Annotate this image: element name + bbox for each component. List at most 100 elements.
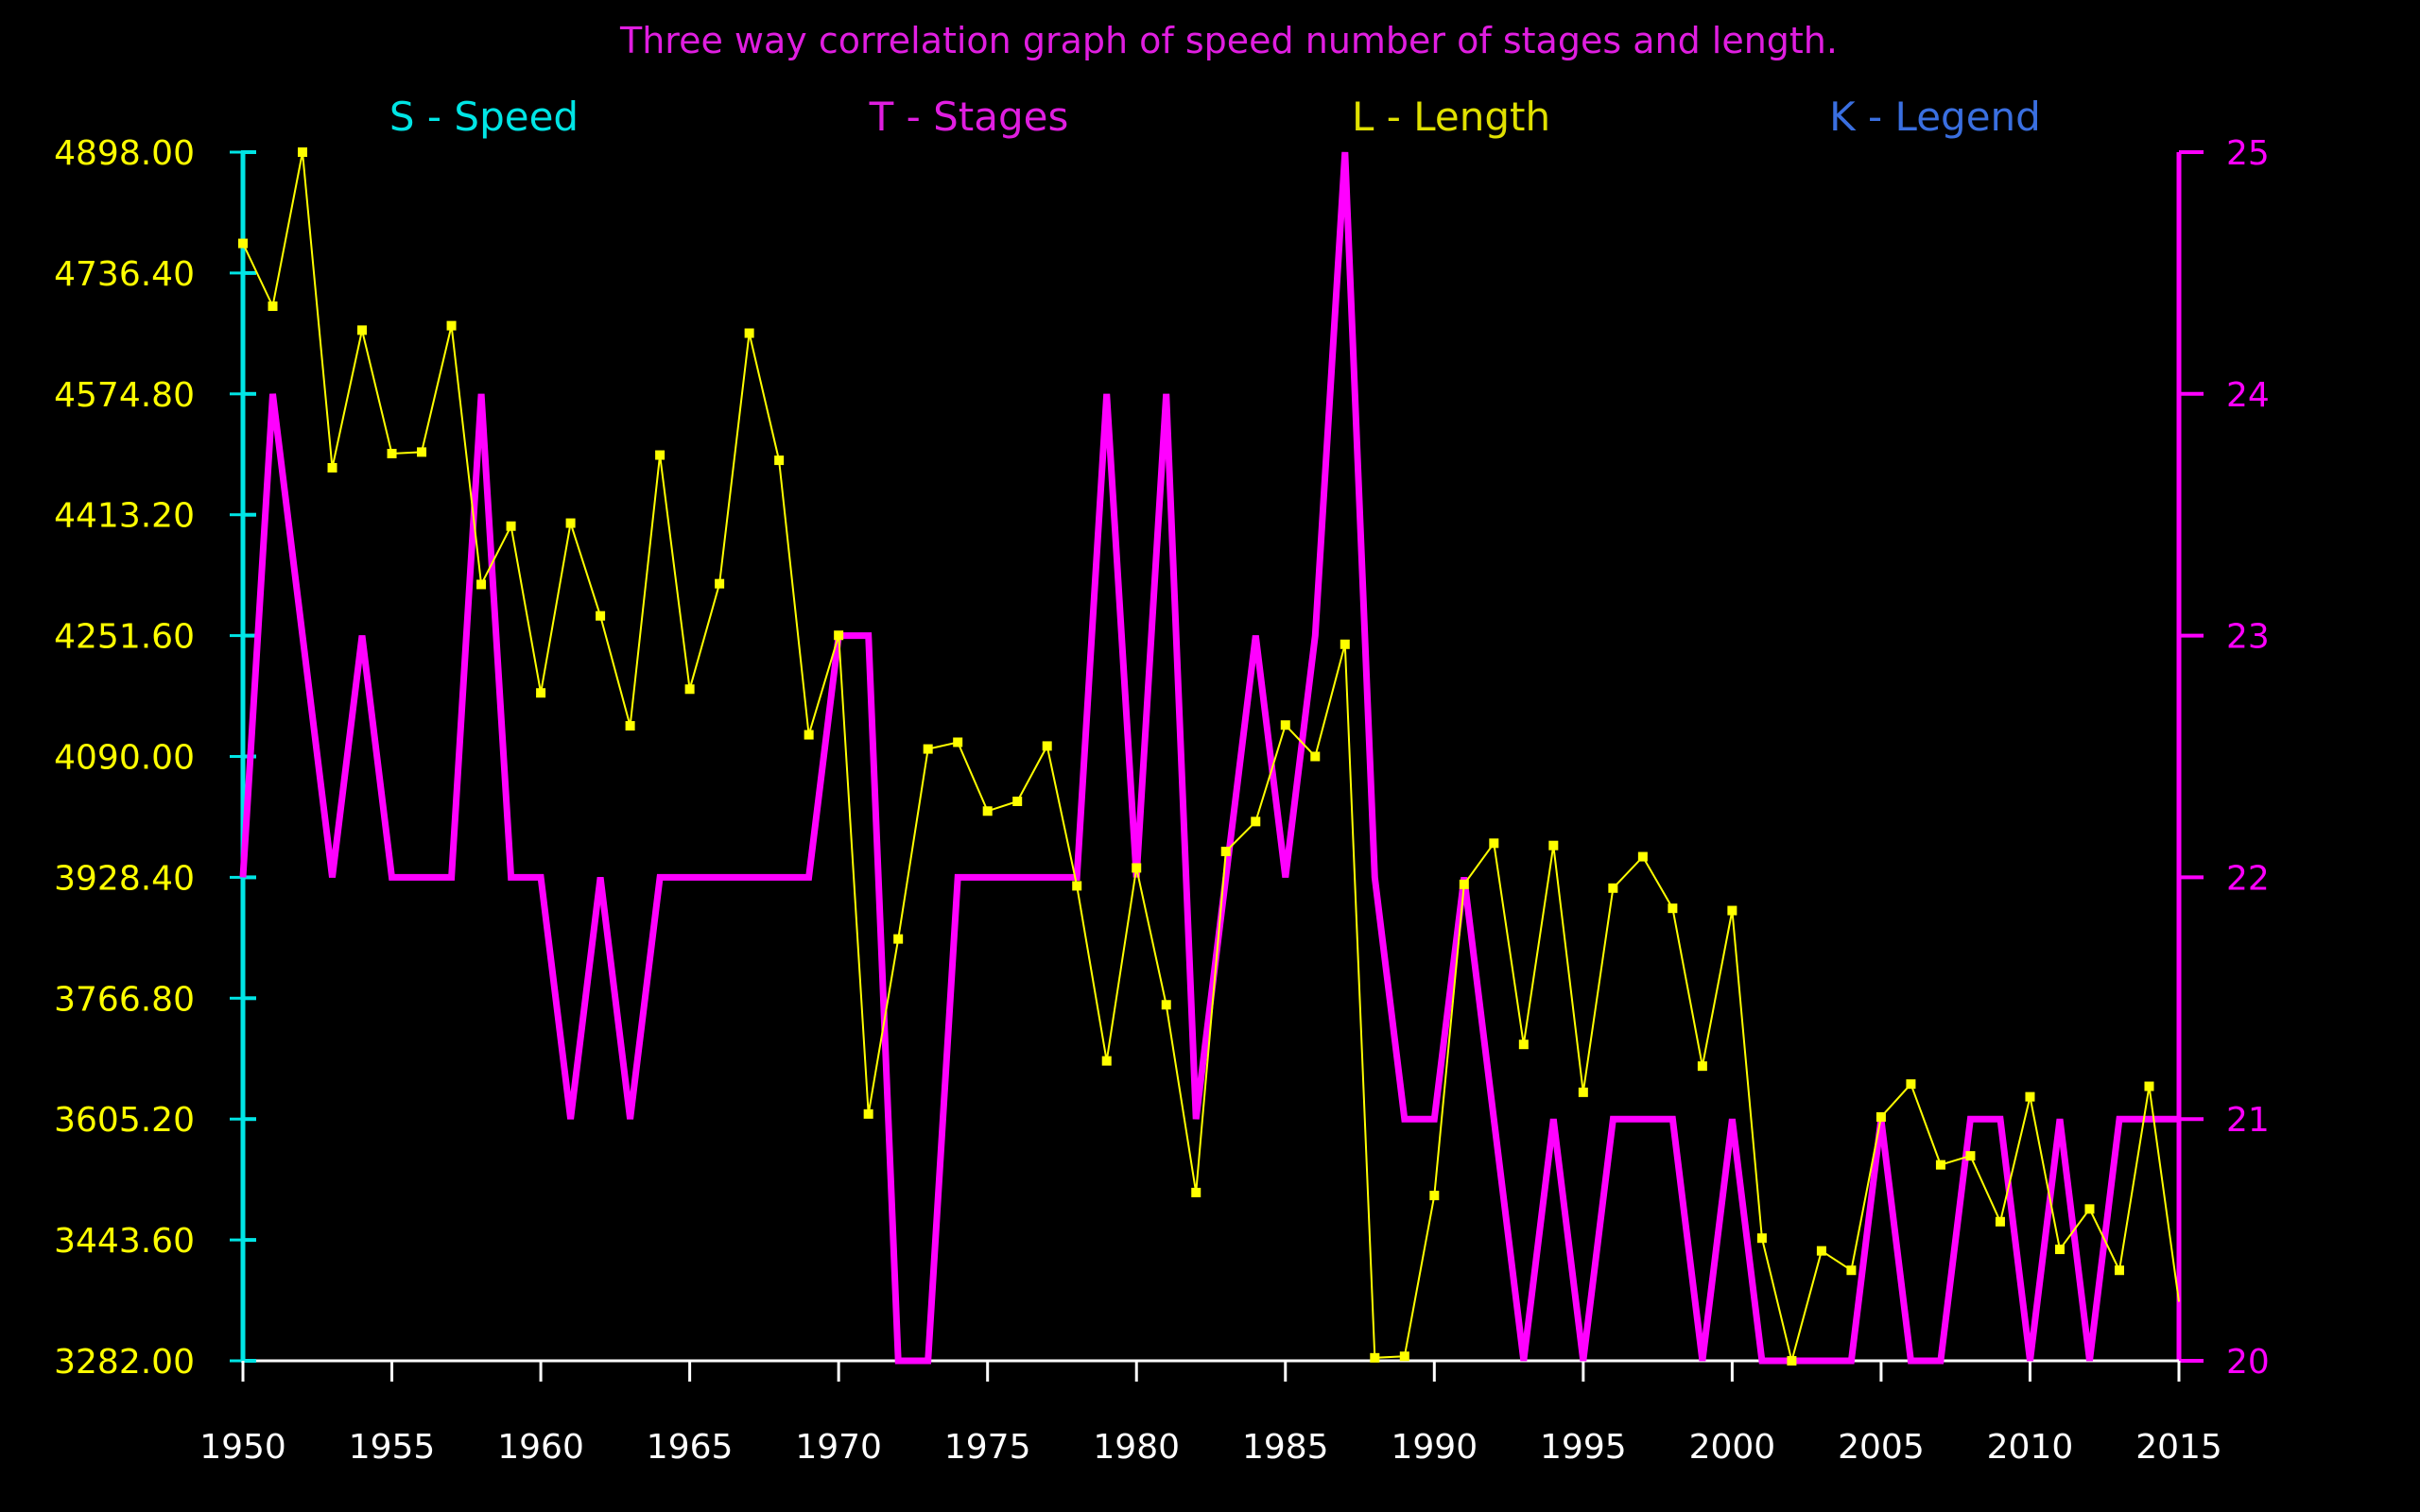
- y-left-tick-label: 3282.00: [54, 1343, 195, 1382]
- data-point-length: [1251, 816, 1261, 827]
- y-right-tick-label: 24: [2226, 376, 2270, 415]
- data-point-length: [774, 455, 785, 466]
- chart-title: Three way correlation graph of speed num…: [619, 20, 1838, 61]
- data-point-length: [1608, 883, 1618, 893]
- x-tick-label: 1950: [199, 1428, 286, 1467]
- data-point-length: [1489, 838, 1499, 849]
- data-point-length: [1668, 903, 1678, 914]
- data-point-length: [2144, 1081, 2154, 1091]
- x-tick-label: 1955: [349, 1428, 436, 1467]
- data-point-length: [1995, 1216, 2005, 1227]
- data-point-length: [1042, 741, 1052, 751]
- y-left-tick-label: 4413.20: [54, 497, 195, 536]
- x-tick-label: 1965: [647, 1428, 734, 1467]
- x-tick-label: 1995: [1540, 1428, 1627, 1467]
- legend-keys: S - Speed T - Stages L - Length K - Legend: [389, 94, 2041, 140]
- data-point-length: [476, 579, 487, 590]
- data-point-length: [357, 325, 368, 335]
- y-right-tick-label: 25: [2226, 134, 2270, 173]
- data-point-length: [536, 688, 546, 698]
- data-point-length: [2084, 1204, 2095, 1214]
- data-point-length: [625, 721, 635, 731]
- data-point-length: [506, 521, 516, 531]
- data-point-length: [1280, 720, 1290, 730]
- y-right-tick-label: 20: [2226, 1343, 2270, 1382]
- data-point-length: [1816, 1246, 1826, 1256]
- data-point-length: [1846, 1265, 1857, 1276]
- data-point-length: [1697, 1061, 1707, 1072]
- x-tick-label: 1975: [944, 1428, 1031, 1467]
- data-point-length: [327, 462, 337, 472]
- data-point-length: [1310, 751, 1321, 762]
- legend-key: L - Length: [1352, 94, 1550, 140]
- y-left-tick-label: 3766.80: [54, 980, 195, 1019]
- data-point-length: [1548, 840, 1559, 850]
- x-tick-label: 2005: [1838, 1428, 1925, 1467]
- legend-key: S - Speed: [389, 94, 579, 140]
- data-point-length: [1191, 1187, 1201, 1197]
- data-point-length: [953, 737, 963, 747]
- data-point-length: [387, 448, 397, 458]
- data-point-length: [804, 730, 814, 740]
- data-point-length: [1578, 1087, 1588, 1097]
- x-tick-label: 1990: [1391, 1428, 1478, 1467]
- data-point-length: [446, 320, 457, 331]
- x-tick-label: 1960: [497, 1428, 584, 1467]
- data-point-length: [715, 578, 725, 589]
- data-point-length: [1072, 881, 1082, 891]
- data-point-length: [1965, 1151, 1976, 1161]
- data-point-length: [1399, 1351, 1409, 1362]
- data-point-length: [1101, 1056, 1112, 1066]
- data-point-length: [1637, 851, 1648, 862]
- y-left-tick-label: 4251.60: [54, 618, 195, 657]
- y-left-tick-label: 3605.20: [54, 1101, 195, 1140]
- data-point-length: [1935, 1160, 1945, 1170]
- data-point-length: [1220, 847, 1231, 857]
- data-point-length: [1756, 1233, 1767, 1244]
- y-left-tick-label: 4736.40: [54, 255, 195, 294]
- data-point-length: [1906, 1079, 1916, 1090]
- series-line-stages: [239, 151, 2179, 1365]
- data-point-length: [684, 684, 695, 695]
- data-point-length: [2025, 1091, 2035, 1102]
- plot-area: [238, 147, 2180, 1366]
- y-left-tick-label: 3928.40: [54, 859, 195, 898]
- y-left-tick-label: 3443.60: [54, 1222, 195, 1261]
- data-point-length: [982, 806, 993, 816]
- data-point-length: [655, 450, 666, 460]
- data-point-length: [238, 238, 248, 249]
- y-left-tick-label: 4574.80: [54, 376, 195, 415]
- data-point-length: [1161, 1000, 1171, 1010]
- data-point-length: [2054, 1245, 2065, 1255]
- x-tick-label: 2010: [1987, 1428, 2074, 1467]
- data-point-length: [744, 328, 754, 338]
- data-point-length: [923, 744, 933, 754]
- data-point-length: [1787, 1356, 1797, 1366]
- x-tick-label: 1970: [795, 1428, 882, 1467]
- y-right-tick-label: 21: [2226, 1101, 2270, 1140]
- data-point-length: [1459, 879, 1469, 889]
- data-point-length: [1429, 1191, 1440, 1201]
- data-point-length: [1727, 905, 1737, 916]
- y-left-tick-label: 4898.00: [54, 134, 195, 173]
- data-point-length: [1012, 796, 1023, 806]
- y-left-tick-label: 4090.00: [54, 739, 195, 778]
- data-point-length: [298, 147, 308, 157]
- y-right-tick-label: 23: [2226, 618, 2270, 657]
- data-point-length: [834, 630, 844, 641]
- tick-labels: 3282.00 3443.60 3605.20 3766.80 3928.40 4090.…: [54, 134, 2270, 1467]
- series-line-length: [242, 151, 2180, 1362]
- data-point-length: [893, 934, 904, 944]
- x-tick-label: 2015: [2135, 1428, 2222, 1467]
- data-point-length: [1518, 1040, 1529, 1050]
- x-tick-label: 1985: [1242, 1428, 1329, 1467]
- axes: [230, 150, 2204, 1382]
- legend-key: T - Stages: [869, 94, 1069, 140]
- data-point-length: [596, 610, 606, 621]
- data-point-length: [1340, 639, 1350, 649]
- data-point-length: [1876, 1111, 1886, 1122]
- data-point-length: [417, 447, 427, 457]
- data-point-length: [863, 1108, 873, 1119]
- data-point-length: [268, 301, 278, 312]
